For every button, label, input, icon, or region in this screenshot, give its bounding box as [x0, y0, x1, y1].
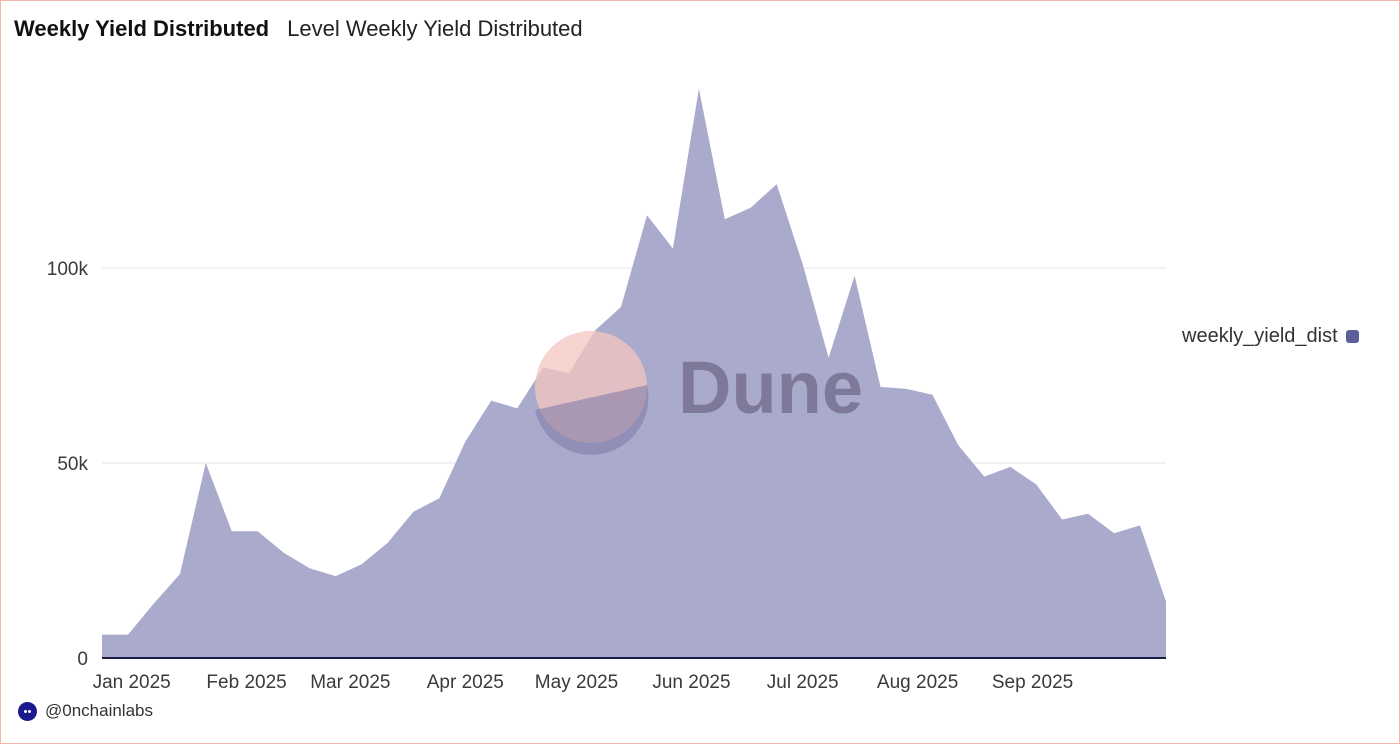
data-point[interactable] — [435, 494, 443, 502]
data-point[interactable] — [228, 527, 236, 535]
data-point[interactable] — [332, 572, 340, 580]
data-point[interactable] — [928, 391, 936, 399]
y-tick-label: 0 — [77, 649, 88, 670]
x-tick-label: Apr 2025 — [427, 672, 504, 693]
author-handle: @0nchainlabs — [45, 701, 153, 720]
data-point[interactable] — [773, 180, 781, 188]
data-point[interactable] — [254, 527, 262, 535]
data-point[interactable] — [487, 397, 495, 405]
watermark-text: Dune — [678, 346, 863, 429]
data-point[interactable] — [513, 404, 521, 412]
data-point[interactable] — [306, 564, 314, 572]
x-axis-ticks: Jan 2025 Feb 2025 Mar 2025 Apr 2025 May 2025… — [93, 672, 1074, 693]
x-tick-label: Jan 2025 — [93, 672, 171, 693]
data-point[interactable] — [980, 473, 988, 481]
data-point[interactable] — [176, 570, 184, 578]
dune-watermark: Dune — [535, 331, 863, 455]
data-point[interactable] — [643, 211, 651, 219]
data-point[interactable] — [851, 272, 859, 280]
x-tick-label: Feb 2025 — [206, 672, 286, 693]
data-point[interactable] — [695, 85, 703, 93]
data-point[interactable] — [617, 303, 625, 311]
chart-header: Weekly Yield Distributed Level Weekly Yi… — [14, 16, 583, 42]
data-point[interactable] — [877, 383, 885, 391]
data-point[interactable] — [461, 438, 469, 446]
data-point[interactable] — [1006, 463, 1014, 471]
data-point[interactable] — [150, 599, 158, 607]
footer: @0nchainlabs — [18, 701, 153, 721]
data-point[interactable] — [799, 260, 807, 268]
data-point[interactable] — [409, 508, 417, 516]
legend-swatch — [1345, 330, 1359, 343]
data-point[interactable] — [280, 549, 288, 557]
data-point[interactable] — [954, 441, 962, 449]
data-point[interactable] — [721, 215, 729, 223]
x-tick-label: Jun 2025 — [652, 672, 730, 693]
data-point[interactable] — [1058, 516, 1066, 524]
data-point[interactable] — [358, 560, 366, 568]
y-tick-label: 50k — [57, 454, 88, 475]
legend-label: weekly_yield_dist — [1182, 325, 1338, 347]
y-axis-ticks: 0 50k 100k — [47, 259, 89, 670]
y-tick-label: 100k — [47, 259, 89, 280]
data-point[interactable] — [384, 539, 392, 547]
data-point[interactable] — [202, 459, 210, 467]
x-tick-label: Aug 2025 — [877, 672, 958, 693]
data-point[interactable] — [98, 631, 106, 639]
x-tick-label: Jul 2025 — [767, 672, 839, 693]
data-point[interactable] — [1136, 521, 1144, 529]
chart-title: Weekly Yield Distributed — [14, 16, 270, 41]
dune-logo-icon — [535, 331, 649, 455]
data-point[interactable] — [1110, 529, 1118, 537]
chart-subtitle: Level Weekly Yield Distributed — [287, 16, 583, 41]
data-point[interactable] — [1084, 510, 1092, 518]
legend[interactable]: weekly_yield_dist — [1182, 325, 1359, 348]
x-tick-label: Sep 2025 — [992, 672, 1073, 693]
x-tick-label: Mar 2025 — [310, 672, 390, 693]
avatar — [18, 701, 37, 721]
data-point[interactable] — [1162, 598, 1170, 606]
data-point[interactable] — [124, 631, 132, 639]
data-point[interactable] — [747, 204, 755, 212]
data-point[interactable] — [669, 245, 677, 253]
data-point[interactable] — [903, 385, 911, 393]
x-tick-label: May 2025 — [535, 672, 618, 693]
data-point[interactable] — [1032, 480, 1040, 488]
